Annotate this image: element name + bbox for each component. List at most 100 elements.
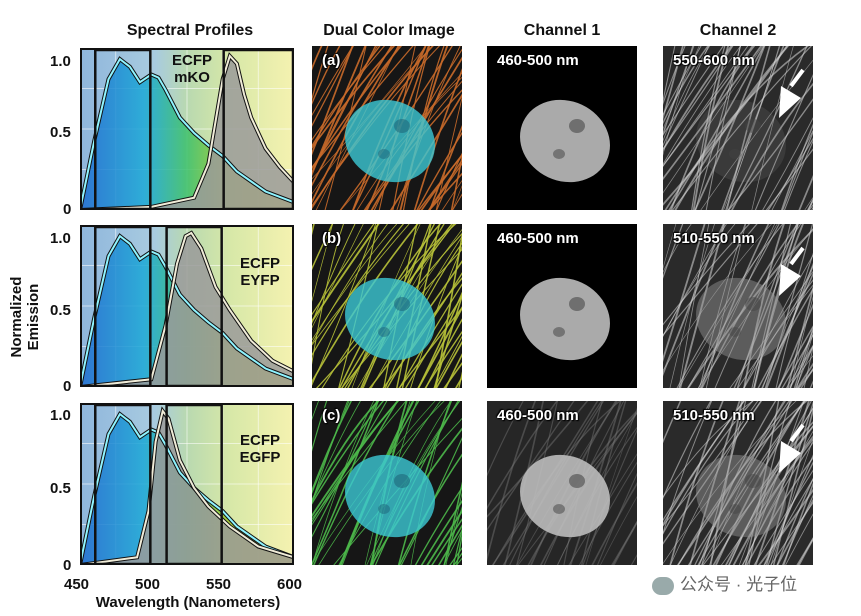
fiber (671, 46, 813, 210)
fiber (676, 401, 786, 565)
fiber (596, 472, 637, 565)
xtick-600: 600 (277, 576, 303, 593)
fiber (781, 494, 813, 565)
fiber (398, 453, 462, 565)
fiber (727, 98, 813, 210)
series-fill-mKO (80, 56, 294, 210)
channel1-image-c: 460-500 nm (487, 401, 637, 565)
fiber (312, 401, 388, 526)
fiber (568, 453, 637, 565)
fiber (800, 367, 813, 388)
fiber (312, 224, 344, 365)
fiber (370, 235, 462, 388)
dual-color-image-b: (b) (312, 224, 462, 388)
fiber (663, 401, 754, 535)
nucleus (520, 99, 610, 183)
fiber (420, 153, 462, 210)
fiber (363, 80, 462, 210)
fiber (312, 401, 385, 505)
fiber (701, 401, 806, 565)
fiber (663, 46, 789, 206)
fiber (390, 93, 462, 210)
fiber (582, 429, 637, 565)
plot-frame (80, 403, 294, 565)
fiber (786, 284, 813, 388)
fiber (312, 401, 375, 565)
fiber (663, 401, 754, 498)
fiber (694, 401, 790, 565)
fiber (663, 401, 763, 545)
fiber (539, 411, 637, 565)
fiber (754, 73, 813, 210)
fiber (663, 46, 742, 165)
fiber (746, 456, 813, 565)
fiber (678, 224, 778, 388)
fiber (386, 277, 462, 388)
arrow-shaft (789, 68, 805, 88)
panel-label-c: (c) (322, 407, 341, 424)
watermark: 公众号 · 光子位 (652, 570, 797, 595)
fiber (663, 46, 724, 136)
fiber (764, 224, 813, 388)
channel2-image-b: 510-550 nm (663, 224, 813, 388)
fiber (787, 355, 813, 388)
series-fill-ECFP (80, 59, 294, 210)
fiber (410, 401, 451, 565)
fiber (338, 224, 442, 388)
fiber (433, 294, 462, 388)
fiber (527, 410, 637, 565)
panel-label-a: (a) (322, 52, 341, 69)
xtick-550: 550 (206, 576, 232, 593)
fiber (743, 254, 813, 388)
fiber (312, 224, 388, 345)
fiber (785, 344, 813, 388)
fiber (764, 478, 813, 565)
fiber (733, 224, 799, 388)
fiber (312, 46, 341, 105)
fiber (663, 46, 710, 147)
fiber (782, 130, 813, 210)
fiber (743, 224, 785, 388)
fiber (778, 303, 813, 388)
plot-frame (80, 225, 294, 387)
nucleolus (378, 327, 390, 337)
fiber (748, 401, 791, 565)
fiber (424, 330, 462, 388)
ytick-c-1: 1.0 (50, 407, 71, 424)
fiber (663, 46, 749, 167)
series-fill-EYFP (80, 233, 294, 387)
fiber (751, 224, 792, 388)
fiber (557, 412, 637, 565)
fiber (785, 513, 813, 565)
fiber (449, 547, 462, 565)
fiber (417, 291, 462, 388)
fiber (729, 270, 813, 388)
header-channel-2: Channel 2 (699, 22, 777, 39)
fiber (663, 401, 713, 535)
channel2-label-b: 510-550 nm (673, 230, 755, 247)
fiber (741, 441, 813, 565)
fiber (744, 401, 780, 565)
fiber (663, 46, 702, 116)
fiber (663, 46, 709, 125)
fiber (714, 224, 802, 388)
fiber (445, 491, 462, 565)
fiber (441, 180, 462, 210)
fp1-label-a: ECFP (171, 52, 212, 69)
nucleus (520, 454, 610, 538)
fiber (312, 224, 375, 316)
fiber (312, 224, 334, 271)
fiber (397, 401, 453, 565)
fiber (420, 499, 462, 565)
nucleus (345, 277, 435, 361)
fiber (556, 426, 637, 565)
fiber (374, 401, 459, 565)
fiber (612, 520, 637, 565)
spectral-plot-b (80, 225, 294, 387)
fiber (796, 332, 813, 388)
fiber (580, 401, 627, 565)
fiber (663, 46, 693, 156)
fiber (366, 401, 461, 565)
fiber (790, 296, 813, 388)
fiber (452, 185, 462, 210)
